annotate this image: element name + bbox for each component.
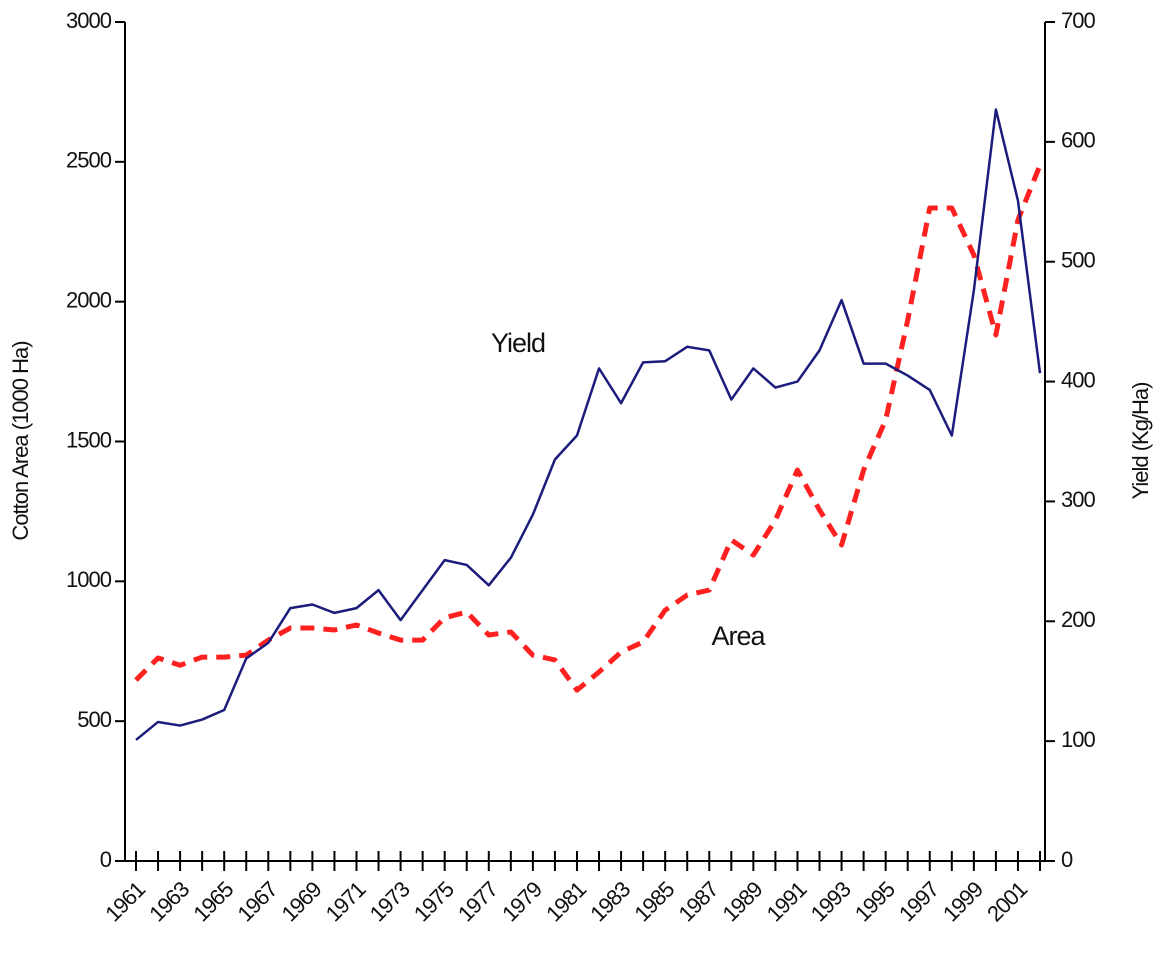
- x-tick-label: 1993: [806, 876, 856, 926]
- y2-tick-label: 0: [1061, 847, 1073, 872]
- x-tick-label: 1975: [409, 876, 459, 926]
- y2-tick-label: 200: [1061, 607, 1095, 632]
- x-tick-label: 2001: [982, 876, 1032, 926]
- y-tick-label: 1500: [66, 427, 112, 452]
- y2-tick-label: 400: [1061, 367, 1095, 392]
- y2-axis-label: Yield (Kg/Ha): [1128, 382, 1153, 499]
- y-tick-label: 500: [77, 707, 111, 732]
- y2-tick-label: 500: [1061, 248, 1095, 273]
- y2-tick-label: 300: [1061, 487, 1095, 512]
- x-tick-label: 1965: [188, 876, 238, 926]
- x-tick-label: 1991: [762, 876, 812, 926]
- x-tick-label: 1985: [629, 876, 679, 926]
- x-tick-label: 1983: [585, 876, 635, 926]
- x-tick-label: 1977: [453, 876, 503, 926]
- x-tick-label: 1969: [277, 876, 327, 926]
- x-tick-label: 1995: [850, 876, 900, 926]
- x-tick-label: 1979: [497, 876, 547, 926]
- y2-tick-label: 700: [1061, 8, 1095, 33]
- y-tick-label: 2000: [66, 287, 112, 312]
- series-annotation: Yield: [491, 328, 545, 358]
- y-tick-label: 2500: [66, 148, 112, 173]
- x-tick-label: 1967: [232, 876, 282, 926]
- y-tick-label: 0: [100, 847, 112, 872]
- x-tick-label: 1973: [365, 876, 415, 926]
- x-tick-label: 1981: [541, 876, 591, 926]
- x-tick-label: 1987: [673, 876, 723, 926]
- y-axis-label: Cotton Area (1000 Ha): [8, 341, 33, 540]
- x-tick-label: 1961: [100, 876, 150, 926]
- y-tick-label: 1000: [66, 567, 112, 592]
- series-annotation: Area: [711, 621, 766, 651]
- series-line: [135, 108, 1042, 741]
- x-tick-label: 1963: [144, 876, 194, 926]
- x-tick-label: 1999: [938, 876, 988, 926]
- y2-tick-label: 600: [1061, 128, 1095, 153]
- x-tick-label: 1971: [321, 876, 371, 926]
- y2-tick-label: 100: [1061, 727, 1095, 752]
- x-tick-label: 1997: [894, 876, 944, 926]
- y-tick-label: 3000: [66, 8, 112, 33]
- x-tick-label: 1989: [718, 876, 768, 926]
- series-line: [134, 164, 1043, 693]
